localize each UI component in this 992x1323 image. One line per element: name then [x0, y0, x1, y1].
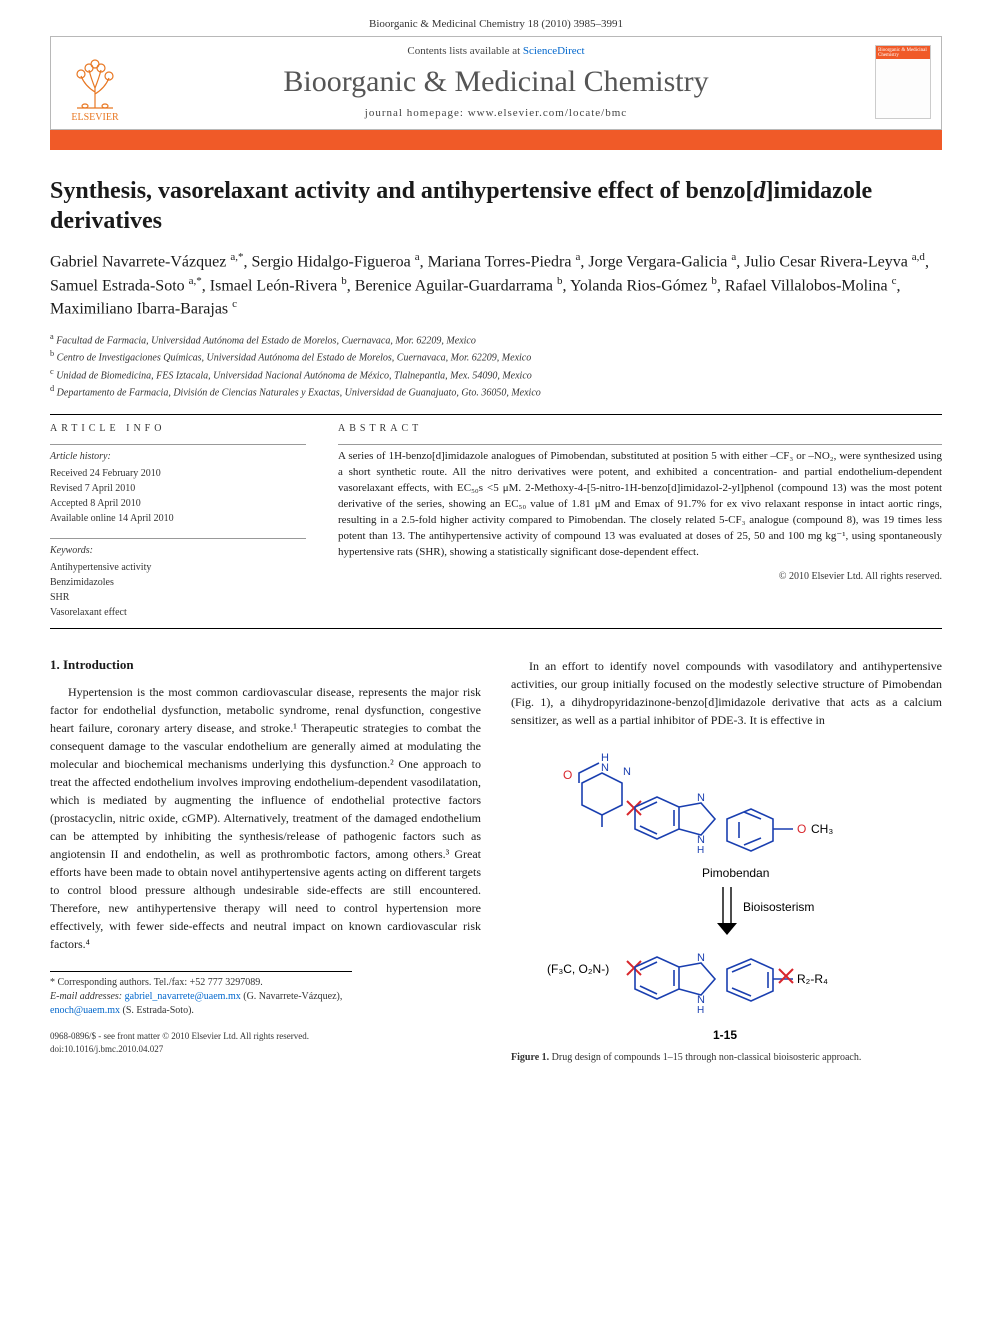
figure-1-caption: Figure 1. Drug design of compounds 1–15 … [511, 1051, 942, 1065]
figure-caption-text: Drug design of compounds 1–15 through no… [549, 1052, 861, 1063]
front-matter-line: 0968-0896/$ - see front matter © 2010 El… [50, 1030, 481, 1043]
keyword: Vasorelaxant effect [50, 605, 306, 620]
keyword: Antihypertensive activity [50, 560, 306, 575]
history-heading: Article history: [50, 449, 306, 464]
running-head: Bioorganic & Medicinal Chemistry 18 (201… [0, 0, 992, 36]
email-line: E-mail addresses: gabriel_navarrete@uaem… [50, 990, 352, 1018]
svg-text:H: H [697, 1005, 704, 1016]
pimobendan-label: Pimobendan [702, 866, 769, 880]
history-line: Accepted 8 April 2010 [50, 496, 306, 511]
svg-text:O: O [797, 822, 806, 836]
info-rule [50, 538, 306, 539]
svg-text:H: H [697, 845, 704, 856]
introduction-heading: 1. Introduction [50, 657, 481, 673]
intro-para-2: In an effort to identify novel compounds… [511, 657, 942, 729]
svg-text:N: N [697, 952, 705, 964]
svg-text:N: N [623, 766, 631, 778]
keyword: SHR [50, 590, 306, 605]
email-link-1[interactable]: gabriel_navarrete@uaem.mx [125, 991, 241, 1002]
left-column: 1. Introduction Hypertension is the most… [50, 657, 481, 1065]
rule-top [50, 414, 942, 415]
abstract-text: A series of 1H-benzo[d]imidazole analogu… [338, 449, 942, 561]
orange-divider-bar [50, 130, 942, 150]
figure-1: O H N N [511, 743, 942, 1065]
introduction-paragraph: Hypertension is the most common cardiova… [50, 683, 481, 953]
author-list: Gabriel Navarrete-Vázquez a,*, Sergio Hi… [50, 250, 942, 321]
abstract-label: ABSTRACT [338, 423, 942, 434]
rule-bottom [50, 628, 942, 629]
email-who-2: (S. Estrada-Soto). [120, 1005, 194, 1016]
svg-text:N: N [601, 762, 609, 774]
right-column: In an effort to identify novel compounds… [511, 657, 942, 1065]
email-who-1: (G. Navarrete-Vázquez), [241, 991, 343, 1002]
corresponding-author-note: * Corresponding authors. Tel./fax: +52 7… [50, 976, 352, 990]
svg-text:R₂-R₄: R₂-R₄ [797, 972, 828, 986]
elsevier-logo: ELSEVIER [61, 45, 129, 123]
contents-list-line: Contents lists available at ScienceDirec… [51, 37, 941, 61]
abstract-column: ABSTRACT A series of 1H-benzo[d]imidazol… [338, 423, 942, 620]
keyword: Benzimidazoles [50, 575, 306, 590]
footnotes: * Corresponding authors. Tel./fax: +52 7… [50, 971, 352, 1018]
introduction-paragraph-2: In an effort to identify novel compounds… [511, 657, 942, 729]
doi-line: doi:10.1016/j.bmc.2010.04.027 [50, 1043, 481, 1056]
sciencedirect-link[interactable]: ScienceDirect [523, 45, 585, 57]
journal-cover-thumb: Bioorganic & Medicinal Chemistry [875, 45, 931, 119]
contents-prefix: Contents lists available at [407, 45, 522, 57]
article-info-column: ARTICLE INFO Article history: Received 2… [50, 423, 306, 620]
svg-text:CH₃: CH₃ [811, 822, 833, 836]
email-link-2[interactable]: enoch@uaem.mx [50, 1005, 120, 1016]
svg-text:O: O [563, 768, 572, 782]
article-info-label: ARTICLE INFO [50, 423, 306, 434]
figure-1-structure: O H N N [527, 743, 927, 1043]
keywords-heading: Keywords: [50, 543, 306, 558]
journal-masthead: ELSEVIER Bioorganic & Medicinal Chemistr… [50, 36, 942, 130]
intro-para-1: Hypertension is the most common cardiova… [50, 683, 481, 953]
svg-text:N: N [697, 792, 705, 804]
svg-text:(F₃C, O₂N-): (F₃C, O₂N-) [547, 962, 609, 976]
email-label: E-mail addresses: [50, 991, 122, 1002]
info-rule [50, 444, 306, 445]
article-title: Synthesis, vasorelaxant activity and ant… [50, 176, 942, 236]
history-line: Available online 14 April 2010 [50, 511, 306, 526]
figure-caption-label: Figure 1. [511, 1052, 549, 1063]
journal-homepage: journal homepage: www.elsevier.com/locat… [51, 107, 941, 129]
journal-title: Bioorganic & Medicinal Chemistry [51, 61, 941, 107]
history-line: Revised 7 April 2010 [50, 481, 306, 496]
doi-block: 0968-0896/$ - see front matter © 2010 El… [50, 1030, 481, 1055]
abstract-rule [338, 444, 942, 445]
history-line: Received 24 February 2010 [50, 466, 306, 481]
elsevier-wordmark: ELSEVIER [71, 112, 118, 123]
bioisosterism-label: Bioisosterism [743, 900, 814, 914]
affiliations: a Facultad de Farmacia, Universidad Autó… [50, 331, 942, 400]
elsevier-tree-icon [71, 58, 119, 112]
compound-range-label: 1-15 [713, 1028, 737, 1042]
abstract-copyright: © 2010 Elsevier Ltd. All rights reserved… [338, 571, 942, 582]
